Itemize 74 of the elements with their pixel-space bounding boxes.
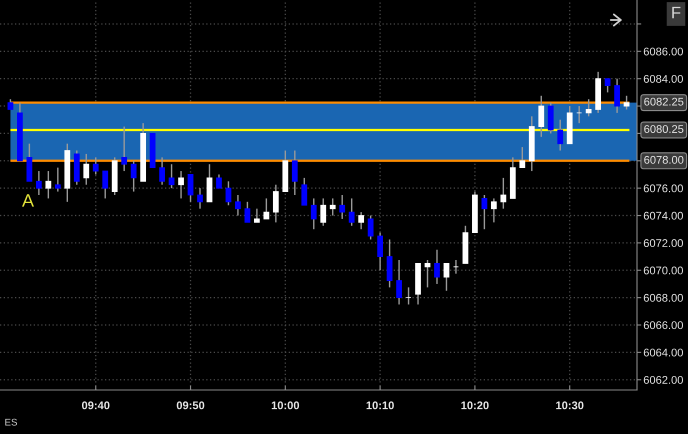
y-tick-label: 6066.00 [644,321,683,330]
candlestick [434,249,440,285]
candlestick [482,194,488,230]
text: ES [5,418,18,426]
y-tick-label: 6076.00 [644,184,683,192]
ref-line-label: 6082.25 [644,98,684,106]
candlestick [358,211,364,230]
candlestick [614,78,620,114]
x-tick-label: 10:10 [366,401,394,410]
candlestick [377,232,383,271]
candlestick [330,198,336,216]
candlestick [586,98,592,118]
candlestick [92,156,99,176]
candlestick [26,142,32,182]
candlestick [8,98,14,110]
candlestick [263,198,270,220]
text: F [672,6,680,18]
candlestick [320,198,326,226]
y-tick-label: 6070.00 [644,266,683,274]
ref-line-label: 6080.25 [644,125,684,133]
candlestick [45,170,52,200]
candlestick [235,194,241,216]
candlestick [216,174,222,189]
ref-line-label: 6078.00 [644,156,684,164]
candlestick [102,170,108,200]
candlestick [226,180,232,206]
candlestick [406,286,412,306]
candlestick [197,187,203,210]
candlestick [54,166,61,192]
candlestick [576,105,582,124]
candlestick [178,170,184,200]
candlestick [557,119,564,152]
candlestick [188,174,194,203]
candlestick [453,259,459,274]
x-tick-label: 10:20 [461,401,489,410]
candlestick [548,102,554,134]
candlestick [519,146,526,168]
candlestick [83,153,90,186]
candlestick [168,164,174,189]
candlestick [538,95,544,138]
x-tick-label: 10:00 [272,401,300,410]
candlestick [490,198,497,224]
y-tick-label: 6062.00 [644,376,683,384]
candlestick [444,262,450,292]
x-tick-label: 09:50 [176,401,204,410]
y-tick-label: 6074.00 [644,212,683,220]
candlestick [292,150,298,196]
y-tick-label: 6064.00 [644,348,683,357]
candlestick [368,214,374,240]
candlestick [624,95,630,110]
x-tick-label: 09:40 [82,401,110,410]
candlestick [121,126,128,172]
y-tick-label: 6086.00 [644,48,683,56]
candlestick [396,259,402,306]
candlestick [159,156,165,186]
y-tick-label: 6072.00 [644,239,683,248]
candlestick [604,78,610,94]
candlestick [424,259,430,288]
candlestick [500,177,506,210]
candlestick [206,164,212,203]
candlestick [339,194,346,220]
candlestick [301,177,308,206]
y-tick-label: 6084.00 [644,74,683,83]
candlestick [130,160,137,192]
candlestick [36,170,42,196]
candlestick [244,201,250,224]
annotation: A [22,194,34,207]
candlestick [254,208,260,224]
candlestick [310,198,317,230]
candlestick [272,184,279,224]
x-tick-label: 10:30 [556,401,584,410]
y-tick-label: 6068.00 [644,294,683,302]
candlestick [386,238,392,288]
candlestick [348,198,355,226]
